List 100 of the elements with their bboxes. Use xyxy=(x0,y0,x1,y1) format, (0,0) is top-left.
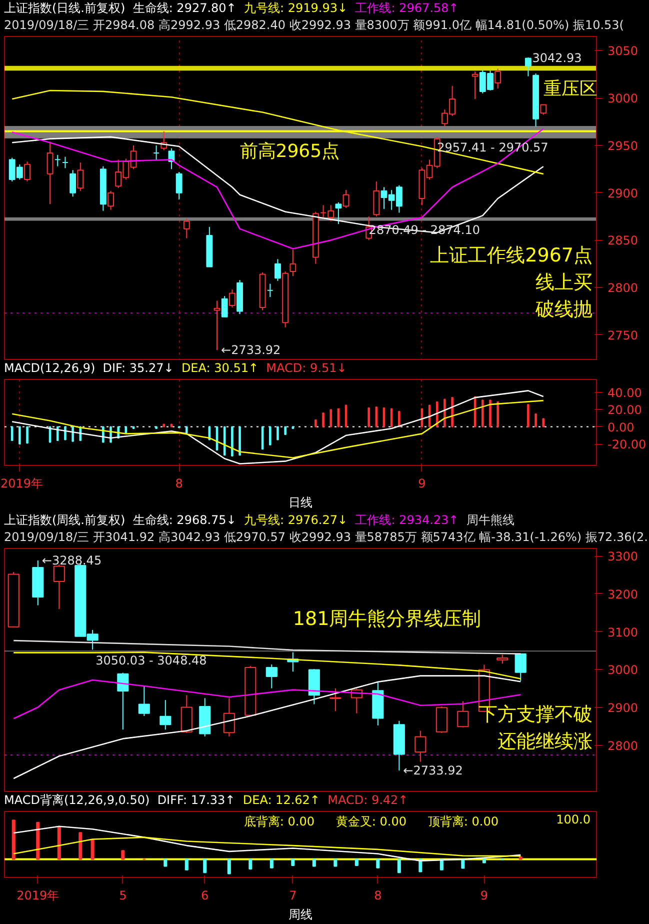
candlestick xyxy=(46,141,54,205)
candlestick xyxy=(62,156,68,169)
candlestick xyxy=(335,202,342,225)
text: 周牛熊线 xyxy=(466,513,514,527)
candlestick xyxy=(54,154,61,167)
candlestick xyxy=(514,652,526,682)
chart-title: MACD(12,26,9) xyxy=(4,361,96,375)
x-tick-label: 8 xyxy=(175,476,183,490)
candlestick xyxy=(290,249,296,277)
annotation: 181周牛熊分界线压制 xyxy=(292,608,482,630)
x-axis-title: 周线 xyxy=(288,908,312,922)
bar xyxy=(312,858,316,867)
y-tick-label: 3300 xyxy=(608,550,638,564)
text: 九号线: 2976.27↓ xyxy=(244,513,348,527)
y-tick-label: 3000 xyxy=(608,663,638,678)
text: 九号线: 2919.93↓ xyxy=(244,1,348,15)
candlestick xyxy=(342,189,350,208)
bar xyxy=(203,858,207,874)
candlestick xyxy=(540,104,547,116)
bar xyxy=(354,858,358,866)
annotation: 黄金叉: 0.00 xyxy=(336,814,406,828)
line-series xyxy=(11,400,544,458)
x-tick-label: 5 xyxy=(119,888,127,902)
annotation: 破线抛 xyxy=(534,298,592,320)
text: 生命线: 2927.80↑ xyxy=(132,1,236,15)
y-tick-label: 2800 xyxy=(608,739,638,754)
y-tick-label: 2850 xyxy=(608,234,638,248)
chart-subtitle: 2019/09/18/三 开3041.92 高3042.93 低2970.57 收2992.93 量58785万 额5743亿 幅-38.31(-1.26%) 振72.36(2. xyxy=(4,529,648,546)
annotation: 3050.03 - 3048.48 xyxy=(96,653,207,668)
candlestick xyxy=(108,190,114,210)
bar xyxy=(482,858,486,864)
chart-subtitle: 2019/09/18/三 开2984.08 高2992.93 低2982.40 收2992.93 量8300万 额991.0亿 幅14.81(0.50%) 振10.53( xyxy=(4,17,624,34)
annotation: ←3288.45 xyxy=(42,553,102,568)
bar xyxy=(248,858,252,870)
annotation: 顶背离: 0.00 xyxy=(428,814,498,828)
x-tick-label: 7 xyxy=(289,888,297,902)
y-tick-label: 2800 xyxy=(608,281,638,296)
y-tick-label: 3050 xyxy=(608,44,638,58)
y-tick-label: 3000 xyxy=(608,92,638,106)
annotation: 上证工作线2967点 xyxy=(430,244,593,266)
y-tick-label: 2950 xyxy=(608,138,638,153)
candlestick xyxy=(373,180,380,217)
chart-title: MACD背离(12,26,9,0.50) xyxy=(4,793,150,807)
annotation: ←2733.92 xyxy=(403,764,463,778)
candlestick xyxy=(414,730,426,762)
bar xyxy=(397,858,401,874)
bar xyxy=(270,858,274,868)
annotation: 前高2965点 xyxy=(240,141,340,162)
chart-title: 上证指数(周线.前复权) xyxy=(4,513,126,527)
bar xyxy=(121,850,125,860)
candlestick xyxy=(70,170,76,198)
bar xyxy=(376,858,380,868)
annotation: 100.0 xyxy=(556,812,591,826)
bar xyxy=(78,832,82,860)
bar xyxy=(90,839,94,860)
candlestick xyxy=(117,672,129,730)
candlestick xyxy=(524,56,532,77)
text: DEA: 30.51↑ xyxy=(181,361,259,375)
bar xyxy=(57,826,61,860)
candlestick xyxy=(457,700,469,728)
text: 生命线: 2968.75↓ xyxy=(132,513,236,527)
candlestick xyxy=(223,698,235,737)
y-tick-label: 2900 xyxy=(608,186,638,200)
y-tick-label: -20.00 xyxy=(608,438,646,452)
candlestick xyxy=(160,700,172,730)
annotation: 底背离: 0.00 xyxy=(244,814,314,828)
x-tick-label: 2019年 xyxy=(0,476,44,490)
annotation: ←2733.92 xyxy=(221,343,281,358)
bar xyxy=(291,858,295,866)
x-tick-label: 6 xyxy=(201,888,209,902)
y-tick-label: 2900 xyxy=(608,701,638,716)
bar xyxy=(518,856,522,860)
candlestick xyxy=(24,161,30,182)
x-tick-label: 8 xyxy=(374,888,382,902)
annotation: 线上买 xyxy=(536,272,592,294)
y-tick-label: 3100 xyxy=(608,625,638,640)
y-tick-label: 0.00 xyxy=(608,420,634,434)
annotation: 3042.93 xyxy=(532,50,582,65)
y-tick-label: 2750 xyxy=(608,328,638,342)
bar xyxy=(227,858,231,874)
candlestick xyxy=(472,71,478,100)
candlestick xyxy=(153,144,160,160)
bar xyxy=(12,820,16,860)
x-tick-label: 9 xyxy=(418,476,426,490)
text: 工作线: 2934.23↑ xyxy=(355,513,459,527)
chart-title: 上证指数(日线.前复权) xyxy=(4,1,126,15)
bar xyxy=(164,858,168,867)
candlestick xyxy=(77,162,84,192)
y-tick-label: 3200 xyxy=(608,587,638,602)
x-axis-title: 日线 xyxy=(288,496,312,510)
candlestick xyxy=(266,283,274,298)
x-tick-label: 2019年 xyxy=(16,888,60,902)
text: DEA: 12.62↑ xyxy=(242,793,320,807)
bar xyxy=(440,858,444,870)
bar xyxy=(184,858,188,870)
candlestick xyxy=(221,296,228,318)
text: 工作线: 2967.58↑ xyxy=(355,1,459,15)
text: DIFF: 17.33↑ xyxy=(157,793,236,807)
bar xyxy=(36,822,40,860)
candlestick xyxy=(183,218,190,239)
